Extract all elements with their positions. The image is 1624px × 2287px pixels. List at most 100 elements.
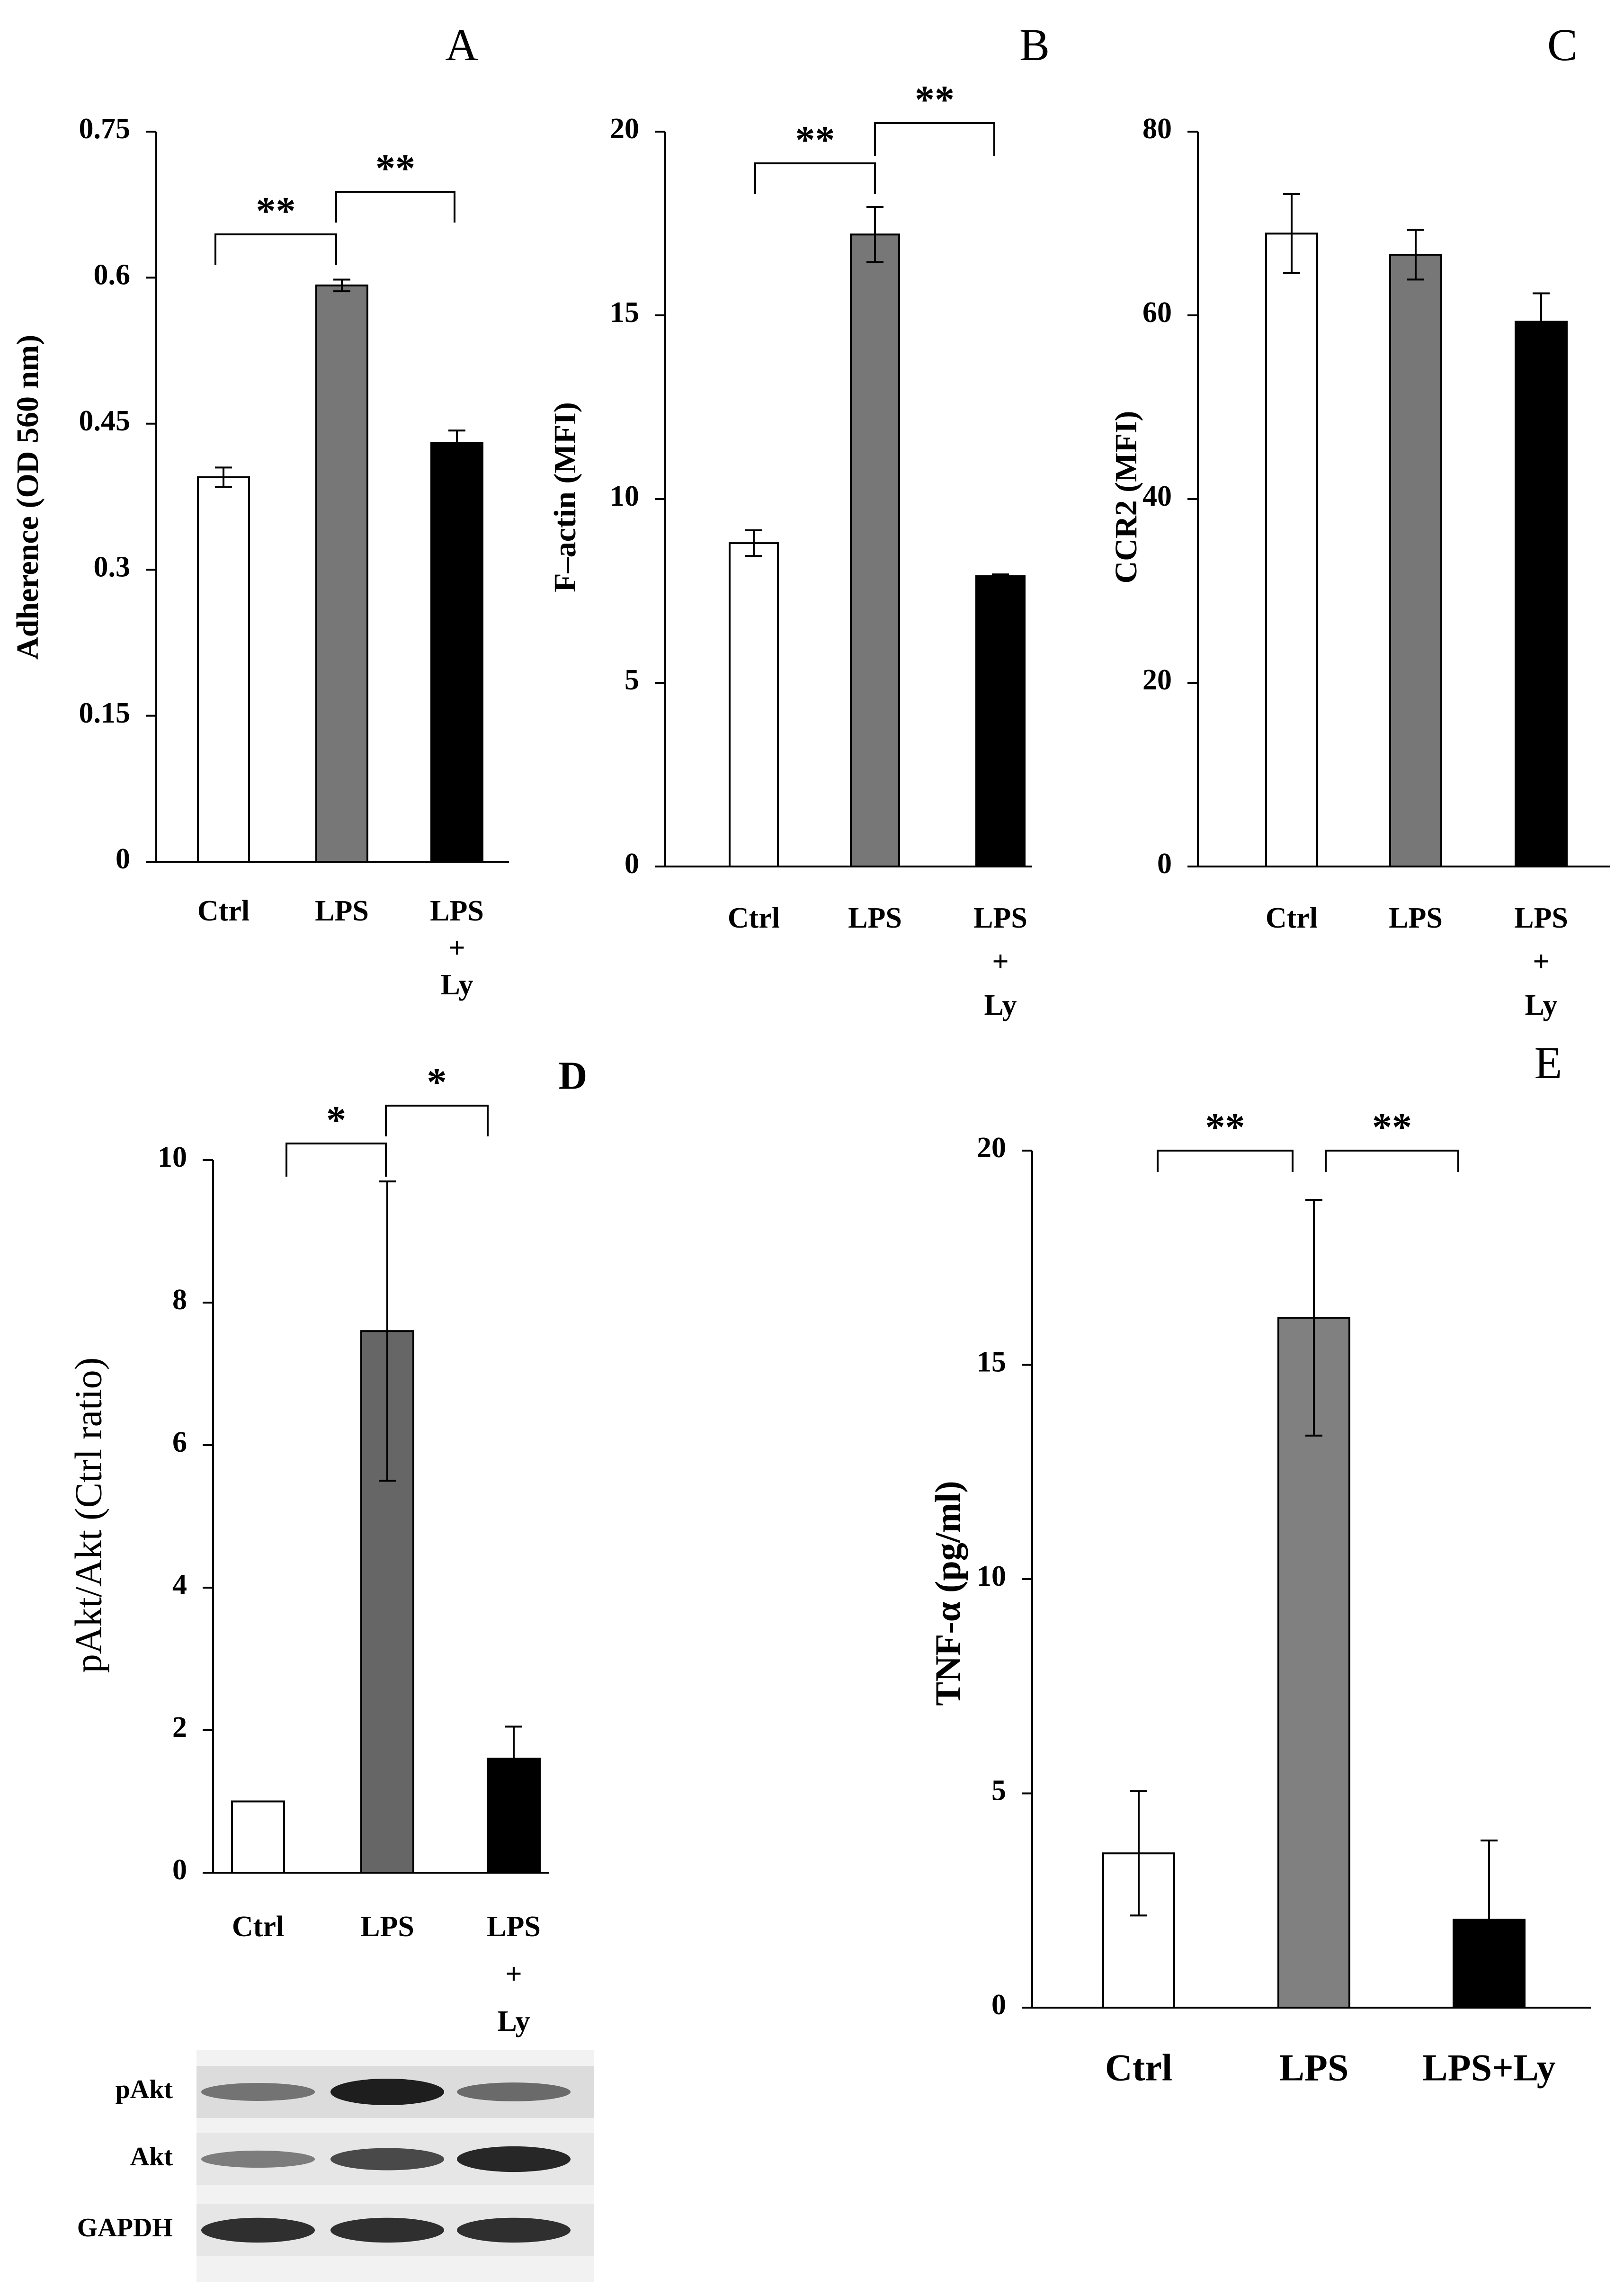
x-tick-label: LPS — [315, 895, 369, 927]
bar-lps — [315, 284, 368, 863]
significance-bracket — [385, 1105, 489, 1136]
y-tick-label: 4 — [172, 1569, 187, 1601]
x-tick-label: Ctrl — [197, 895, 250, 927]
significance-bracket — [1325, 1150, 1459, 1172]
x-tick-label: LPS — [430, 895, 484, 927]
x-tick-label: LPS — [360, 1911, 414, 1943]
significance-label: ** — [256, 189, 296, 233]
significance-label: ** — [1372, 1105, 1412, 1149]
significance-bracket — [335, 191, 455, 223]
y-axis-label: pAkt/Akt (Ctrl ratio) — [68, 1358, 109, 1673]
y-tick-label: 15 — [610, 296, 639, 329]
y-tick-label: 0 — [1157, 848, 1172, 880]
significance-label: * — [427, 1060, 447, 1104]
x-tick-label: Ctrl — [1105, 2047, 1172, 2089]
y-tick-label: 0.15 — [79, 697, 131, 729]
y-tick-label: 0 — [625, 848, 639, 880]
panel-label: E — [1535, 1037, 1562, 1088]
x-tick-label: LPS — [487, 1911, 541, 1943]
bar-ctrl — [729, 542, 779, 867]
significance-label: * — [326, 1098, 346, 1142]
blot-band — [201, 2083, 315, 2101]
blot-band — [330, 2079, 444, 2105]
western-blot: pAkt Akt GAPDH — [77, 2050, 594, 2282]
significance-bracket — [286, 1143, 387, 1177]
x-tick-label: LPS — [1514, 902, 1568, 934]
panel-b: B 0 5 10 15 20 F–actin (MFI) Ctrl LPS LPS + Ly ** ** — [548, 19, 1050, 1021]
panel-e: E 0 5 10 15 20 TNF-α (pg/ml) Ctrl LPS LPS+Ly ** ** — [928, 1037, 1591, 2089]
y-tick-label: 10 — [610, 480, 639, 512]
x-tick-label: Ctrl — [232, 1911, 284, 1943]
blot-band — [330, 2217, 444, 2243]
y-axis-label: CCR2 (MFI) — [1109, 411, 1143, 584]
x-tick-label: + — [992, 946, 1008, 978]
bar-lps — [850, 233, 900, 867]
y-tick-label: 5 — [991, 1775, 1006, 1807]
blot-label: Akt — [130, 2142, 173, 2171]
significance-label: ** — [795, 118, 835, 162]
y-axis-label: Adherence (OD 560 nm) — [10, 335, 45, 660]
bar-lps — [1389, 253, 1442, 868]
y-tick-label: 15 — [977, 1346, 1006, 1378]
y-tick-label: 10 — [158, 1141, 187, 1173]
x-tick-label: Ly — [984, 989, 1017, 1021]
significance-label: ** — [1205, 1105, 1245, 1149]
y-tick-label: 8 — [172, 1284, 187, 1316]
blot-band — [457, 2146, 571, 2172]
y-axis-label: TNF-α (pg/ml) — [928, 1481, 968, 1706]
significance-bracket — [874, 122, 995, 156]
bar-ctrl — [1265, 232, 1318, 868]
blot-label: pAkt — [116, 2075, 173, 2104]
panel-label: D — [559, 1054, 588, 1098]
x-tick-label: LPS — [1279, 2047, 1349, 2089]
bar-ctrl — [197, 476, 250, 863]
bar-ctrl — [231, 1800, 285, 1874]
panel-a: A 0 0.15 0.3 0.45 0.6 0.75 Adherence (OD 560 nm… — [10, 19, 509, 1001]
bar-lps-ly — [975, 575, 1026, 867]
y-tick-label: 2 — [172, 1711, 187, 1743]
blot-band — [457, 2082, 571, 2101]
x-tick-label: + — [1533, 946, 1549, 978]
y-tick-label: 20 — [977, 1132, 1006, 1164]
significance-bracket — [1157, 1150, 1294, 1172]
blot-band — [201, 2150, 315, 2168]
y-tick-label: 0 — [116, 843, 130, 875]
x-tick-label: + — [448, 932, 465, 964]
y-tick-label: 20 — [610, 113, 639, 145]
blot-label: GAPDH — [77, 2213, 173, 2242]
y-tick-label: 6 — [172, 1426, 187, 1458]
y-tick-label: 0 — [991, 1989, 1006, 2021]
panel-label: C — [1547, 19, 1578, 70]
y-tick-label: 20 — [1142, 664, 1172, 696]
significance-label: ** — [375, 146, 415, 190]
x-tick-label: Ctrl — [1266, 902, 1318, 934]
y-tick-label: 60 — [1142, 296, 1172, 329]
x-tick-label: Ly — [498, 2005, 530, 2037]
panel-c: C 0 20 40 60 80 CCR2 (MFI) Ctrl LPS LPS + Ly — [1109, 19, 1610, 1021]
panel-label: A — [445, 19, 478, 70]
significance-bracket — [754, 162, 876, 194]
blot-band — [330, 2148, 444, 2171]
x-tick-label: LPS — [1389, 902, 1443, 934]
y-tick-label: 5 — [625, 664, 639, 696]
significance-bracket — [214, 233, 337, 265]
y-tick-label: 0.45 — [79, 405, 131, 437]
y-tick-label: 0.75 — [79, 113, 131, 145]
bar-lps-ly — [430, 442, 483, 863]
x-tick-label: Ly — [441, 969, 473, 1001]
y-tick-label: 0.6 — [94, 259, 131, 291]
panel-label: B — [1019, 19, 1050, 70]
panel-d: D 0 2 4 6 8 10 pAkt/Akt (Ctrl ratio) Ctrl LPS LPS +… — [68, 1054, 594, 2282]
blot-band — [457, 2217, 571, 2243]
y-tick-label: 80 — [1142, 113, 1172, 145]
x-tick-label: + — [505, 1958, 522, 1990]
x-tick-label: Ctrl — [728, 902, 780, 934]
significance-label: ** — [915, 78, 955, 122]
x-tick-label: Ly — [1525, 989, 1558, 1021]
x-tick-label: LPS+Ly — [1422, 2047, 1555, 2089]
bar-lps-ly — [1515, 321, 1568, 868]
y-tick-label: 40 — [1142, 480, 1172, 512]
x-tick-label: LPS — [848, 902, 902, 934]
x-tick-label: LPS — [973, 902, 1027, 934]
